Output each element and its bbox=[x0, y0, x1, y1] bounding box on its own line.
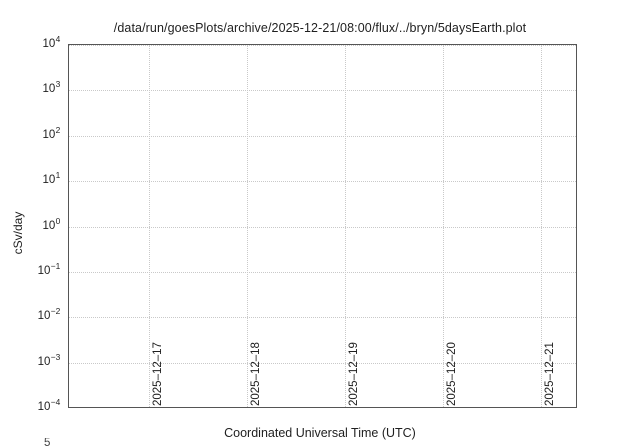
x-axis-title: Coordinated Universal Time (UTC) bbox=[224, 426, 416, 440]
gridline-horizontal bbox=[69, 90, 576, 92]
y-tick-exponent: −4 bbox=[50, 396, 61, 407]
plot-area bbox=[68, 44, 577, 408]
gridline-vertical bbox=[541, 45, 542, 407]
page-title: /data/run/goesPlots/archive/2025-12-21/0… bbox=[113, 21, 527, 35]
gridline-horizontal bbox=[69, 135, 576, 137]
y-tick-exponent: −2 bbox=[50, 306, 61, 317]
gridline-horizontal bbox=[69, 271, 576, 273]
y-tick-exponent: −1 bbox=[50, 260, 61, 271]
gridline-vertical bbox=[443, 45, 444, 407]
y-tick-label: 10−4 bbox=[4, 397, 61, 413]
y-tick-mantissa: 10 bbox=[42, 83, 56, 96]
y-tick-label: 10−1 bbox=[4, 261, 61, 277]
y-tick-label: 10−2 bbox=[4, 306, 61, 323]
y-tick-mantissa: 10 bbox=[37, 264, 51, 277]
y-tick-mantissa: 10 bbox=[42, 38, 56, 50]
y-tick-label: 104 bbox=[4, 34, 61, 50]
y-tick-label: 10−3 bbox=[4, 352, 61, 368]
y-tick-exponent: 3 bbox=[55, 79, 61, 90]
clipped-next-panel-glyph: 5 bbox=[44, 438, 51, 448]
y-tick-mantissa: 10 bbox=[42, 174, 56, 187]
y-tick-mantissa: 10 bbox=[37, 400, 51, 413]
y-tick-exponent: 1 bbox=[55, 170, 61, 181]
y-tick-exponent: 4 bbox=[55, 34, 61, 44]
gridline-vertical bbox=[345, 45, 346, 407]
x-tick-label: 2025–12–18 bbox=[250, 342, 262, 406]
y-tick-mantissa: 10 bbox=[37, 355, 51, 368]
x-tick-label: 2025–12–19 bbox=[348, 342, 360, 406]
x-tick-label: 2025–12–21 bbox=[544, 342, 556, 406]
gridline-horizontal bbox=[69, 181, 576, 183]
y-tick-exponent: 0 bbox=[55, 215, 61, 226]
y-axis: 104 103 102 101 100 10−1 10−2 10−3 10−4 bbox=[0, 0, 68, 448]
gridline-vertical bbox=[149, 45, 150, 407]
y-tick-mantissa: 10 bbox=[42, 219, 56, 232]
y-tick-label: 101 bbox=[4, 170, 61, 187]
y-tick-label: 103 bbox=[4, 79, 61, 96]
gridline-horizontal bbox=[69, 362, 576, 364]
y-tick-mantissa: 10 bbox=[37, 310, 51, 323]
gridline-vertical bbox=[247, 45, 248, 407]
y-tick-label: 100 bbox=[4, 216, 61, 232]
gridline-horizontal bbox=[69, 45, 576, 46]
y-tick-label: 102 bbox=[4, 125, 61, 141]
y-tick-mantissa: 10 bbox=[42, 128, 56, 141]
x-tick-label: 2025–12–20 bbox=[446, 342, 458, 406]
y-tick-exponent: 2 bbox=[55, 124, 61, 135]
y-axis-title: cSv/day bbox=[11, 211, 25, 255]
gridline-horizontal bbox=[69, 226, 576, 228]
y-tick-exponent: −3 bbox=[50, 351, 61, 362]
gridline-horizontal bbox=[69, 317, 576, 319]
gridlines bbox=[69, 45, 576, 407]
x-tick-label: 2025–12–17 bbox=[152, 342, 164, 406]
